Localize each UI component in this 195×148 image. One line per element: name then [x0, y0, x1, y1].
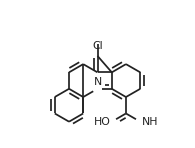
- Text: NH: NH: [142, 117, 158, 127]
- Text: Cl: Cl: [92, 41, 103, 51]
- Text: HO: HO: [94, 117, 111, 127]
- Text: N: N: [93, 78, 102, 87]
